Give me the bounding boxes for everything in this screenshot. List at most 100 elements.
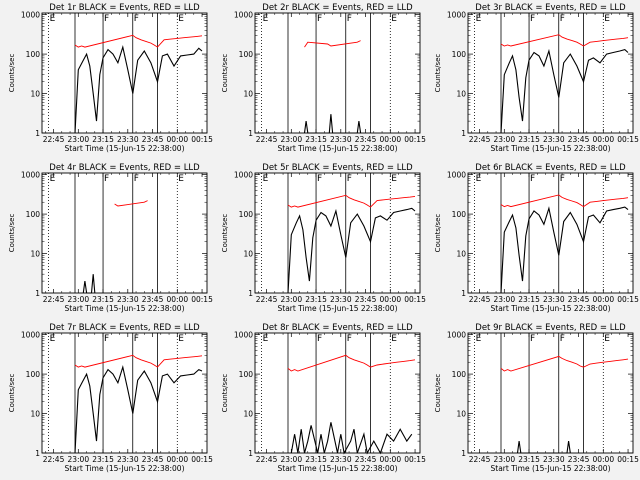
- flare-label: F: [530, 14, 535, 24]
- x-axis-label: Start Time (15-Jun-15 22:38:00): [65, 464, 185, 473]
- plot-area: [42, 13, 207, 133]
- x-tick-label: 22:45: [256, 135, 278, 144]
- x-tick-label: 23:00: [280, 455, 302, 464]
- flare-label: F: [530, 334, 535, 344]
- y-tick-label: 100: [239, 210, 254, 219]
- y-tick-label: 10: [30, 90, 40, 99]
- y-tick-label: 10: [243, 250, 253, 259]
- y-tick-label: 1000: [21, 331, 40, 340]
- series-line-lld: [287, 354, 416, 372]
- y-tick-label: 100: [452, 210, 467, 219]
- eclipse-label: E: [391, 174, 397, 184]
- y-tick-label: 1: [248, 449, 253, 458]
- x-tick-label: 23:15: [92, 455, 114, 464]
- y-tick-label: 10: [243, 410, 253, 419]
- plot-frame: [254, 172, 421, 294]
- x-tick-label: 00:00: [592, 455, 614, 464]
- flare-label: F: [134, 334, 139, 344]
- y-tick-label: 1000: [447, 11, 466, 20]
- x-tick-label: 23:45: [355, 135, 377, 144]
- x-tick-label: 22:45: [256, 295, 278, 304]
- y-tick-label: 10: [456, 90, 466, 99]
- y-tick-label: 1000: [21, 11, 40, 20]
- y-tick-label: 1: [35, 129, 40, 138]
- series-line-lld: [304, 40, 361, 48]
- series-line-events: [287, 207, 416, 294]
- flare-label: F: [347, 334, 352, 344]
- series-line-events: [290, 422, 413, 455]
- plot-area: [255, 173, 420, 293]
- plot-frame: [254, 332, 421, 454]
- plot-area: [255, 333, 420, 453]
- eclipse-label: E: [391, 334, 397, 344]
- y-tick-label: 1000: [447, 171, 466, 180]
- series-line-events: [74, 364, 203, 454]
- flare-label: F: [347, 14, 352, 24]
- x-tick-label: 23:45: [355, 455, 377, 464]
- series-line-lld: [74, 34, 203, 48]
- panel-title: Det 9r BLACK = Events, RED = LLD: [475, 323, 626, 333]
- x-tick-label: 23:15: [305, 455, 327, 464]
- eclipse-label: E: [263, 14, 269, 24]
- x-tick-label: 23:00: [67, 455, 89, 464]
- panel-6: Det 6r BLACK = Events, RED = LLD 1 10 100 10…: [434, 163, 639, 313]
- flare-label: F: [317, 174, 322, 184]
- y-tick-label: 1000: [234, 171, 253, 180]
- panel-title: Det 4r BLACK = Events, RED = LLD: [49, 163, 200, 173]
- panel-title: Det 5r BLACK = Events, RED = LLD: [262, 163, 413, 173]
- x-tick-label: 23:45: [142, 295, 164, 304]
- x-tick-label: 22:45: [469, 295, 491, 304]
- series-line-lld: [74, 354, 203, 368]
- y-tick-label: 100: [26, 50, 41, 59]
- panel-9: Det 9r BLACK = Events, RED = LLD 1 10 100 10…: [434, 323, 639, 473]
- series-line-events: [500, 206, 629, 294]
- x-tick-label: 23:45: [568, 455, 590, 464]
- flare-label: F: [134, 14, 139, 24]
- plot-frame: [467, 12, 634, 134]
- eclipse-label: E: [50, 174, 56, 184]
- x-tick-label: 23:30: [330, 135, 352, 144]
- x-tick-label: 00:00: [379, 455, 401, 464]
- series-line-events: [303, 114, 362, 134]
- y-axis-label: Counts/sec: [221, 214, 229, 253]
- flare-label: F: [104, 14, 109, 24]
- y-tick-label: 1000: [447, 331, 466, 340]
- x-tick-label: 23:45: [568, 135, 590, 144]
- plot-frame: [467, 332, 634, 454]
- flare-label: F: [317, 14, 322, 24]
- eclipse-label: E: [391, 14, 397, 24]
- y-tick-label: 1000: [234, 331, 253, 340]
- flare-label: F: [560, 334, 565, 344]
- x-tick-label: 23:30: [543, 295, 565, 304]
- x-tick-label: 23:45: [355, 295, 377, 304]
- x-tick-label: 22:45: [469, 135, 491, 144]
- x-tick-label: 00:15: [617, 295, 639, 304]
- x-tick-label: 00:15: [404, 455, 426, 464]
- x-axis-label: Start Time (15-Jun-15 22:38:00): [65, 304, 185, 313]
- x-axis-label: Start Time (15-Jun-15 22:38:00): [278, 464, 398, 473]
- eclipse-label: E: [263, 334, 269, 344]
- plot-area: [468, 13, 633, 133]
- y-axis-label: Counts/sec: [8, 214, 16, 253]
- panel-7: Det 7r BLACK = Events, RED = LLD 1 10 100 10…: [8, 323, 213, 473]
- y-tick-label: 1: [248, 289, 253, 298]
- x-tick-label: 23:30: [330, 295, 352, 304]
- x-tick-label: 23:15: [518, 295, 540, 304]
- x-tick-label: 22:45: [469, 455, 491, 464]
- x-tick-label: 22:45: [43, 135, 65, 144]
- flare-label: F: [560, 174, 565, 184]
- eclipse-label: E: [604, 174, 610, 184]
- eclipse-label: E: [178, 334, 184, 344]
- panel-4: Det 4r BLACK = Events, RED = LLD 1 10 100 10…: [8, 163, 213, 313]
- x-tick-label: 23:00: [493, 295, 515, 304]
- panel-2: Det 2r BLACK = Events, RED = LLD 1 10 100 10…: [221, 3, 426, 153]
- series-line-lld: [287, 194, 416, 208]
- plot-area: [42, 173, 207, 293]
- x-tick-label: 00:15: [191, 455, 213, 464]
- x-tick-label: 00:15: [404, 135, 426, 144]
- series-line-lld: [500, 355, 629, 372]
- x-tick-label: 23:15: [305, 135, 327, 144]
- x-tick-label: 22:45: [43, 295, 65, 304]
- y-axis-label: Counts/sec: [221, 54, 229, 93]
- plot-area: [468, 173, 633, 293]
